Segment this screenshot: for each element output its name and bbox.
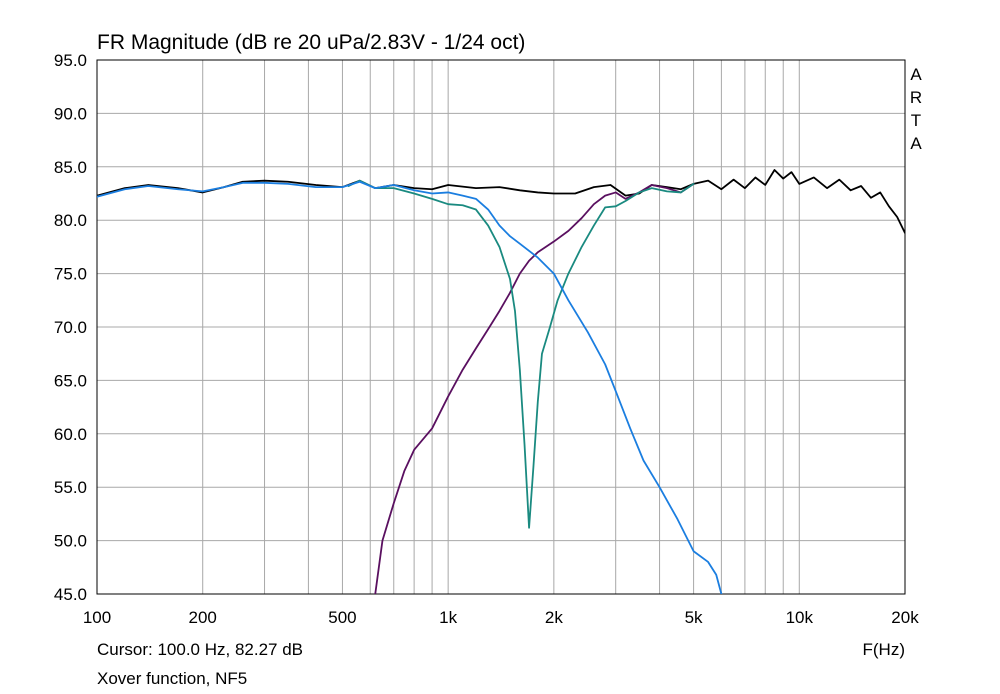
x-axis-label: F(Hz) — [863, 640, 905, 659]
y-tick-label: 75.0 — [54, 265, 87, 284]
y-tick-label: 65.0 — [54, 371, 87, 390]
arta-letter: T — [911, 111, 921, 130]
x-tick-label: 5k — [685, 608, 703, 627]
arta-letter: A — [910, 65, 922, 84]
y-tick-label: 45.0 — [54, 585, 87, 604]
series-group — [97, 169, 905, 594]
cursor-readout: Cursor: 100.0 Hz, 82.27 dB — [97, 640, 303, 659]
series-line-4 — [97, 180, 723, 594]
series-line-2 — [374, 182, 695, 594]
x-tick-label: 100 — [83, 608, 111, 627]
x-tick-label: 500 — [328, 608, 356, 627]
arta-letter: A — [910, 134, 922, 153]
y-tick-label: 60.0 — [54, 425, 87, 444]
grid — [97, 60, 905, 594]
y-tick-label: 55.0 — [54, 478, 87, 497]
y-tick-label: 90.0 — [54, 104, 87, 123]
x-tick-label: 10k — [786, 608, 814, 627]
x-tick-label: 1k — [439, 608, 457, 627]
footer-text: Xover function, NF5 — [97, 669, 247, 688]
arta-letter: R — [910, 88, 922, 107]
x-tick-label: 2k — [545, 608, 563, 627]
x-tick-label: 20k — [891, 608, 919, 627]
plot-frame — [96, 59, 906, 595]
x-tick-label: 200 — [189, 608, 217, 627]
y-tick-label: 85.0 — [54, 158, 87, 177]
chart-title: FR Magnitude (dB re 20 uPa/2.83V - 1/24 … — [97, 31, 525, 54]
y-tick-label: 50.0 — [54, 532, 87, 551]
series-line-1 — [97, 169, 905, 234]
y-tick-label: 70.0 — [54, 318, 87, 337]
tick-labels: 95.0 90.0 85.0 80.0 75.0 70.0 65.0 60.0 55.0 50.0… — [54, 51, 919, 627]
y-tick-label: 95.0 — [54, 51, 87, 70]
series-line-3 — [347, 179, 695, 529]
y-tick-label: 80.0 — [54, 211, 87, 230]
